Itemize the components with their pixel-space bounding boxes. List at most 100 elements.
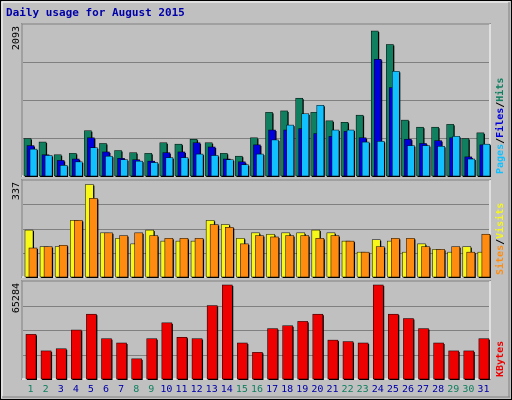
kbytes-bar: KBytes 15: 25000 <box>237 342 249 380</box>
sites-bar: Sites 18: 150 <box>285 235 295 278</box>
hits-ymax-label: 2093 <box>11 26 22 50</box>
kbytes-bar: KBytes 9: 28000 <box>146 338 158 380</box>
sites-bar: Sites 31: 155 <box>481 233 491 278</box>
pages-bar: Pages 2: 290 <box>44 155 54 177</box>
legend-sites-visits: Sites/Visits <box>494 203 506 275</box>
day-label: 6 <box>103 384 109 395</box>
kbytes-bar: KBytes 10: 39000 <box>161 322 173 380</box>
pages-bar: Pages 3: 150 <box>59 165 69 177</box>
day-label: 21 <box>326 384 338 395</box>
pages-bar: Pages 16: 310 <box>256 153 265 177</box>
kbytes-bar: KBytes 14: 65284 <box>222 284 234 380</box>
sites-bar: Sites 8: 160 <box>134 232 144 278</box>
day-label: 25 <box>387 384 399 395</box>
kbytes-bar: KBytes 3: 21000 <box>55 348 68 380</box>
pages-bar: Pages 15: 160 <box>241 164 250 177</box>
kbytes-bar: KBytes 11: 29000 <box>176 336 188 380</box>
pages-bar: Pages 28: 420 <box>437 146 446 177</box>
sites-bar: Sites 2: 110 <box>43 246 54 278</box>
sites-bar: Sites 28: 100 <box>436 249 446 278</box>
legend-kbytes: KBytes <box>495 341 506 377</box>
kbytes-bar: KBytes 13: 51000 <box>206 305 219 380</box>
sites-bar: Sites 10: 140 <box>164 238 174 278</box>
day-label: 4 <box>73 384 79 395</box>
kbytes-bar: KBytes 4: 34000 <box>71 329 83 380</box>
legend-visits: Visits <box>494 203 506 239</box>
visits-ymax-label: 337 <box>11 182 22 200</box>
sites-bar: Sites 17: 145 <box>270 236 280 278</box>
pages-bar: Pages 1: 380 <box>29 148 38 177</box>
sites-bar: Sites 24: 110 <box>375 246 386 278</box>
pages-bar: Pages 13: 290 <box>210 155 220 177</box>
kbytes-bar: KBytes 31: 28000 <box>478 338 490 380</box>
day-label: 11 <box>175 384 187 395</box>
legend-sites: Sites <box>494 245 506 275</box>
svg-text:Pages/Files/Hits: Pages/Files/Hits <box>494 78 506 174</box>
kbytes-bar: KBytes 18: 37000 <box>282 325 294 380</box>
pages-bar: Pages 25: 1480 <box>392 71 401 177</box>
pages-bar: Pages 12: 310 <box>195 153 205 177</box>
day-label: 27 <box>417 384 429 395</box>
kbytes-bar: KBytes 22: 26000 <box>342 341 355 380</box>
pages-bar: Pages 26: 430 <box>407 145 416 177</box>
day-label: 22 <box>342 384 354 395</box>
chart-title: Daily usage for August 2015 <box>6 6 185 19</box>
kbytes-bar: KBytes 12: 28000 <box>191 338 204 380</box>
sites-bar: Sites 9: 150 <box>149 235 159 278</box>
pages-bar: Pages 17: 510 <box>271 139 280 177</box>
sites-bar: Sites 21: 150 <box>330 235 340 278</box>
pages-bar: Pages 7: 230 <box>120 159 129 177</box>
sites-bar: Sites 19: 150 <box>300 235 310 278</box>
day-label: 14 <box>221 384 233 395</box>
sites-bar: Sites 1: 105 <box>28 247 38 278</box>
sites-bar: Sites 7: 150 <box>119 235 129 278</box>
sites-bar: Sites 16: 150 <box>255 235 265 278</box>
pages-bar: Pages 23: 480 <box>361 141 371 177</box>
sites-bar: Sites 23: 90 <box>360 251 371 278</box>
kbytes-bar: KBytes 23: 25000 <box>357 342 370 380</box>
kbytes-bar: KBytes 20: 45000 <box>312 313 324 380</box>
sites-bar: Sites 15: 120 <box>240 243 250 278</box>
kbytes-bar: KBytes 7: 25000 <box>116 342 128 380</box>
sites-bar: Sites 25: 140 <box>391 238 401 278</box>
sites-bar: Sites 29: 110 <box>451 246 461 278</box>
legend-files: Files <box>494 108 506 138</box>
day-label: 18 <box>281 384 293 395</box>
kbytes-bar: KBytes 24: 65284 <box>372 284 385 380</box>
pages-bar: Pages 18: 720 <box>286 124 295 177</box>
pages-bar: Pages 21: 650 <box>331 129 340 177</box>
kbytes-bar: KBytes 6: 28000 <box>101 338 113 380</box>
pages-bar: Pages 27: 430 <box>422 145 431 177</box>
sites-bar: Sites 27: 110 <box>421 246 431 278</box>
kbytes-bar: KBytes 26: 42000 <box>403 318 415 380</box>
sites-bar: Sites 6: 160 <box>104 232 114 278</box>
legend-kbytes: KBytes <box>495 341 506 377</box>
kbytes-bar: KBytes 16: 18500 <box>252 352 264 380</box>
kbytes-ymax-label: 65284 <box>11 283 22 313</box>
sites-bar: Sites 12: 140 <box>194 238 205 278</box>
day-label: 13 <box>206 384 218 395</box>
sites-bar: Sites 3: 115 <box>58 245 69 278</box>
pages-bar: Pages 11: 260 <box>180 157 189 177</box>
kbytes-bar: KBytes 2: 19500 <box>40 350 53 380</box>
pages-bar: Pages 30: 240 <box>467 158 476 177</box>
day-label: 15 <box>236 384 248 395</box>
pages-bar: Pages 14: 230 <box>226 159 235 177</box>
day-label: 26 <box>402 384 414 395</box>
day-label: 10 <box>160 384 172 395</box>
sites-bar: Sites 20: 140 <box>315 238 325 278</box>
pages-bar: Pages 31: 450 <box>482 143 491 177</box>
kbytes-bar: KBytes 8: 14000 <box>131 358 143 380</box>
day-label: 3 <box>58 384 64 395</box>
pages-bar: Pages 4: 200 <box>75 161 84 177</box>
kbytes-bar: KBytes 25: 45000 <box>388 313 400 380</box>
pages-bar: Pages 24: 490 <box>376 141 386 177</box>
sites-bar: Sites 30: 90 <box>466 251 476 278</box>
pages-bar: Pages 8: 210 <box>135 160 144 177</box>
svg-text:Sites/Visits: Sites/Visits <box>494 203 506 275</box>
sites-bar: Sites 11: 140 <box>179 238 189 278</box>
day-label: 5 <box>88 384 94 395</box>
day-label: 16 <box>251 384 263 395</box>
day-label: 1 <box>28 384 34 395</box>
day-label: 28 <box>432 384 444 395</box>
